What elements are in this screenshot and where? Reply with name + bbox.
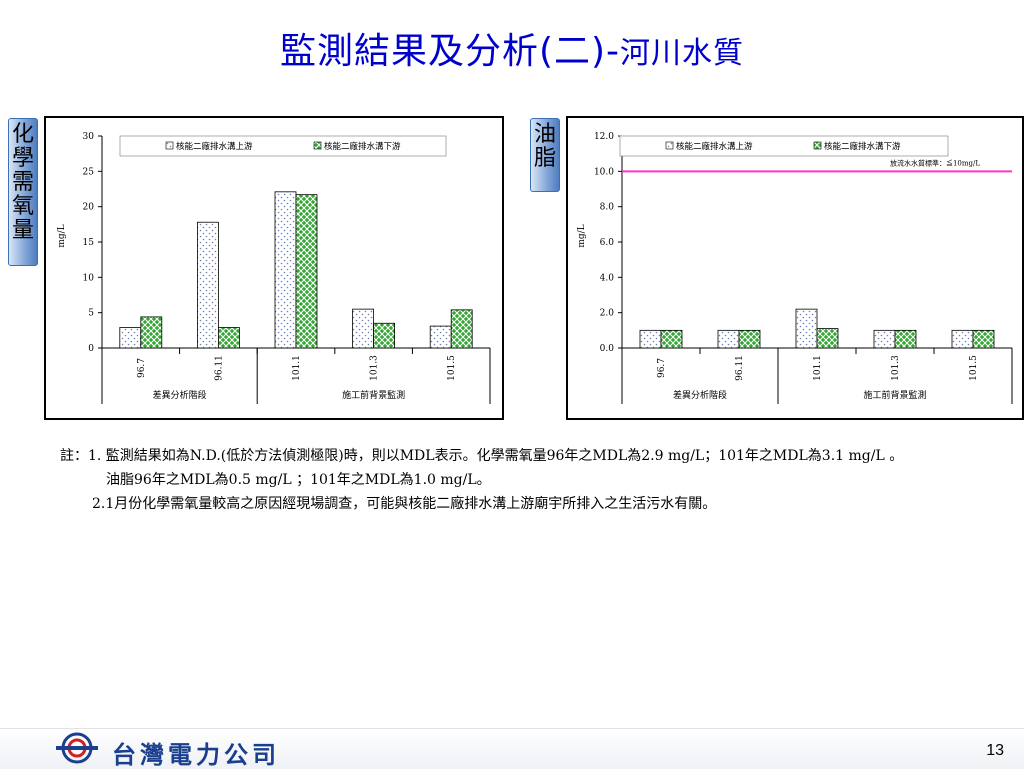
bar-upstream xyxy=(274,191,297,349)
x-tick-label: 96.11 xyxy=(214,355,224,381)
legend-swatch xyxy=(665,141,674,150)
note-line-1: 註：1. 監測結果如為N.D.(低於方法偵測極限)時，則以MDL表示。化學需氧量… xyxy=(60,448,904,464)
chart-cod-svg: 0 5 10 15 20 25 30 mg/L 96.7 96.11 101.1 101.3 101.5… xyxy=(57,132,491,404)
footer-bar xyxy=(0,728,1024,769)
title-main: 監測結果及分析(二)- xyxy=(279,31,621,72)
legend-label: 核能二廠排水溝下游 xyxy=(824,141,901,152)
y-tick-label: 4.0 xyxy=(600,273,615,283)
slide-title: 監測結果及分析(二)-河川水質 xyxy=(0,22,1024,74)
y-tick-label: 30 xyxy=(83,132,95,142)
group-label: 施工前背景監測 xyxy=(342,389,405,401)
y-tick-label: 6.0 xyxy=(600,238,615,248)
x-tick-label: 101.3 xyxy=(891,355,901,381)
legend-swatch xyxy=(313,141,322,150)
legend-box xyxy=(119,135,447,157)
y-tick-label: 10.0 xyxy=(594,167,614,177)
bar-downstream xyxy=(738,329,761,349)
note-line-3: 2.1月份化學需氧量較高之原因經現場調查，可能與核能二廠排水溝上游廟宇所排入之生… xyxy=(92,496,717,512)
company-name: 台灣電力公司 xyxy=(112,740,280,769)
x-tick-label: 96.11 xyxy=(735,355,745,381)
page-number: 13 xyxy=(986,742,1004,759)
y-tick-label: 2.0 xyxy=(600,309,615,319)
y-axis-label: mg/L xyxy=(57,224,67,247)
note-line-2: 油脂96年之MDL為0.5 mg/L ；101年之MDL為1.0 mg/L。 xyxy=(106,472,491,488)
legend-swatch xyxy=(165,141,174,150)
bar-upstream xyxy=(196,221,219,349)
notes: 註：1. 監測結果如為N.D.(低於方法偵測極限)時，則以MDL表示。化學需氧量… xyxy=(60,444,903,516)
side-label-oil-text: 油脂 xyxy=(533,122,556,171)
x-tick-label: 96.7 xyxy=(657,358,667,378)
bar-downstream xyxy=(217,327,240,349)
bar-upstream xyxy=(352,308,375,349)
legend-swatch xyxy=(813,141,822,150)
group-label: 施工前背景監測 xyxy=(863,389,926,401)
y-tick-label: 0.0 xyxy=(600,344,615,354)
y-tick-label: 0 xyxy=(88,344,94,354)
bar-upstream xyxy=(717,329,740,349)
x-tick-label: 101.3 xyxy=(370,355,380,381)
y-tick-label: 12.0 xyxy=(594,132,614,142)
y-axis-label: mg/L xyxy=(577,224,587,247)
bar-upstream xyxy=(119,327,142,349)
legend-label: 核能二廠排水溝上游 xyxy=(676,141,753,152)
bar-downstream xyxy=(295,194,318,349)
legend-label: 核能二廠排水溝上游 xyxy=(176,141,253,152)
x-tick-label: 101.1 xyxy=(813,355,823,381)
x-tick-label: 96.7 xyxy=(137,358,147,378)
bar-upstream xyxy=(429,325,452,349)
bar-downstream xyxy=(140,316,163,349)
y-tick-label: 10 xyxy=(83,273,95,283)
y-tick-label: 5 xyxy=(88,309,94,319)
x-tick-label: 101.5 xyxy=(969,355,979,381)
bar-upstream xyxy=(795,308,818,349)
chart-oil: 0.0 2.0 4.0 6.0 8.0 10.0 12.0 mg/L 放流水水質標準：≦10mg… xyxy=(566,116,1024,420)
side-label-cod: 化學需氧量 xyxy=(8,118,38,266)
bar-downstream xyxy=(816,328,839,349)
group-label: 差異分析階段 xyxy=(153,389,207,401)
y-tick-label: 20 xyxy=(83,203,95,213)
group-label: 差異分析階段 xyxy=(673,389,727,401)
bar-downstream xyxy=(972,329,995,349)
bar-downstream xyxy=(660,329,683,349)
x-tick-label: 101.5 xyxy=(447,355,457,381)
bar-upstream xyxy=(639,329,662,349)
bar-downstream xyxy=(373,322,396,349)
y-tick-label: 8.0 xyxy=(600,203,615,213)
legend-box xyxy=(619,135,949,157)
chart-cod: 0 5 10 15 20 25 30 mg/L 96.7 96.11 101.1 101.3 101.5… xyxy=(44,116,504,420)
company-logo-icon xyxy=(56,732,98,764)
bar-upstream xyxy=(873,329,896,349)
reference-line-label: 放流水水質標準：≦10mg/L xyxy=(890,158,980,167)
title-sub: 河川水質 xyxy=(620,36,745,71)
chart-oil-svg: 0.0 2.0 4.0 6.0 8.0 10.0 12.0 mg/L 放流水水質標準：≦10mg… xyxy=(577,132,1013,404)
bar-downstream xyxy=(450,309,473,349)
x-tick-label: 101.1 xyxy=(292,355,302,381)
bar-upstream xyxy=(951,329,974,349)
side-label-cod-text: 化學需氧量 xyxy=(11,122,34,243)
legend-label: 核能二廠排水溝下游 xyxy=(324,141,401,152)
side-label-oil: 油脂 xyxy=(530,118,560,192)
y-tick-label: 25 xyxy=(83,167,95,177)
y-tick-label: 15 xyxy=(83,238,95,248)
bar-downstream xyxy=(894,329,917,349)
